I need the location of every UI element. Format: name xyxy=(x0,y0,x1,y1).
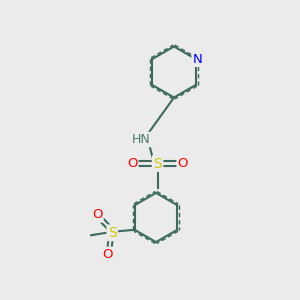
Text: S: S xyxy=(108,226,117,240)
Text: S: S xyxy=(153,157,162,170)
Text: O: O xyxy=(92,208,102,221)
Text: N: N xyxy=(193,53,202,66)
Text: HN: HN xyxy=(132,133,150,146)
Text: O: O xyxy=(178,157,188,170)
Text: O: O xyxy=(127,157,137,170)
Text: O: O xyxy=(102,248,113,261)
